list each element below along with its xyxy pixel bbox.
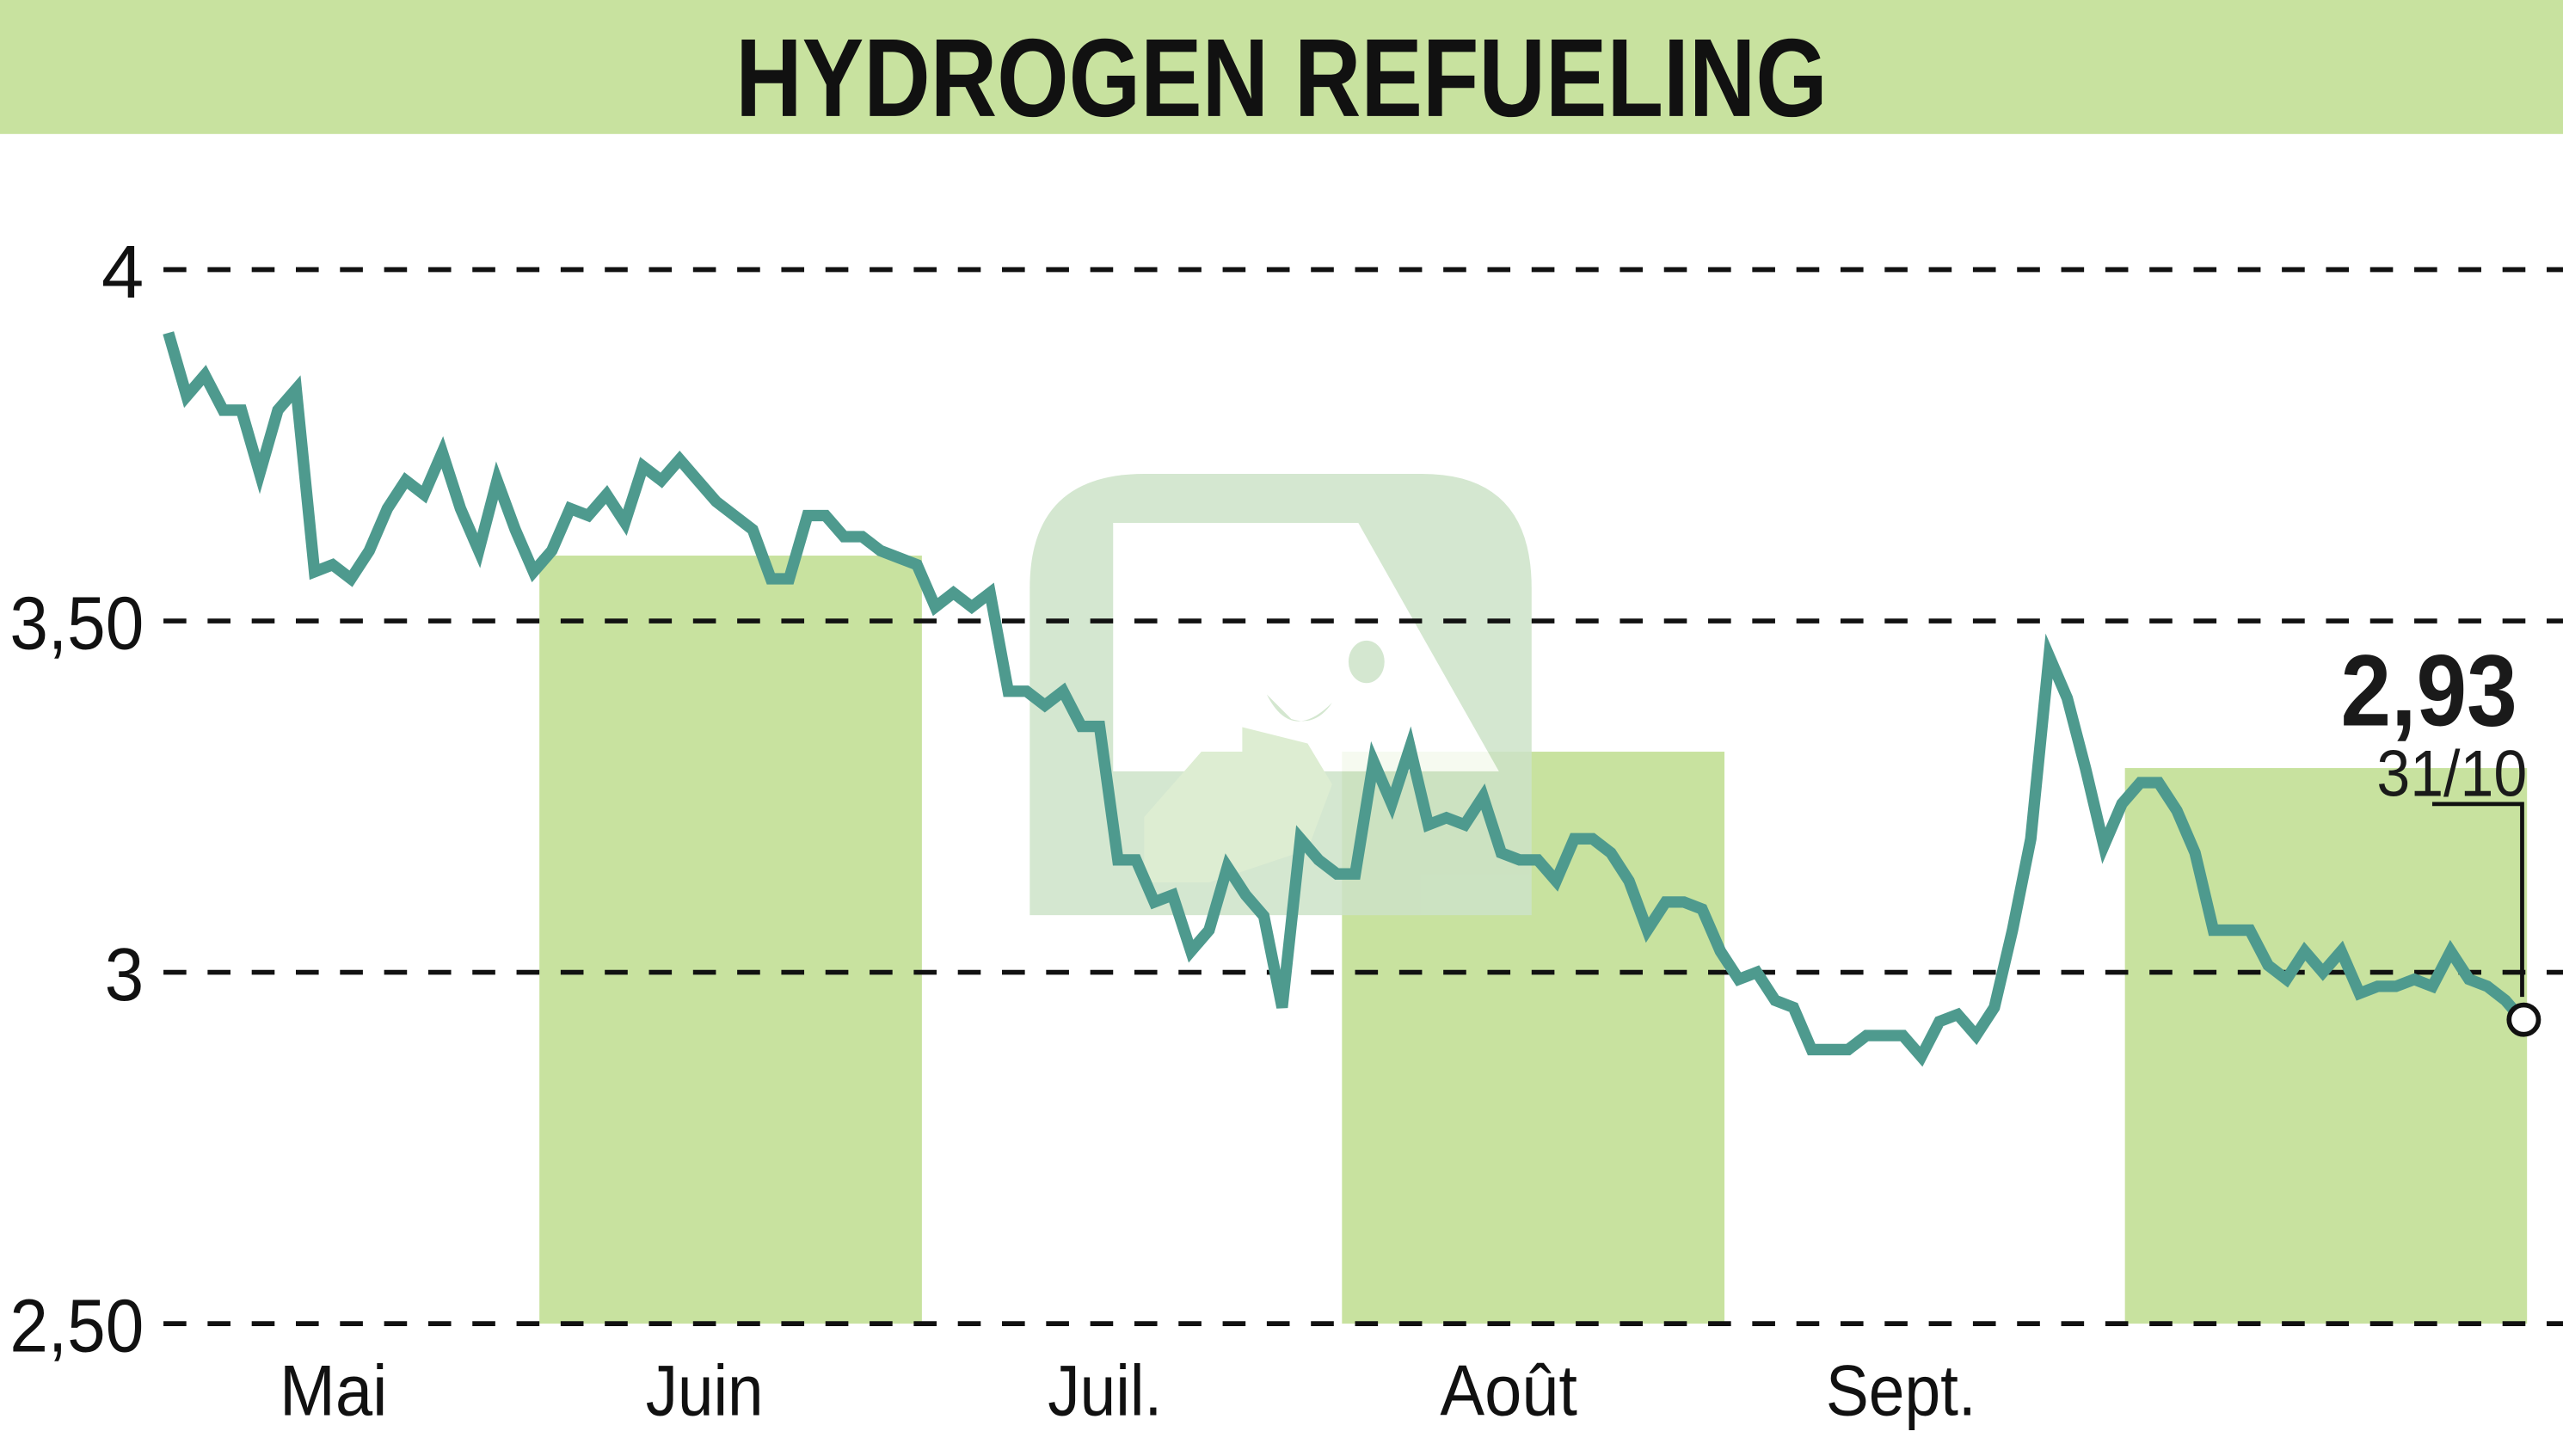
- price-line: [163, 331, 2529, 1067]
- x-tick-label-juil: Juil.: [1048, 1350, 1162, 1431]
- y-tick-label: 4: [101, 230, 144, 314]
- band-juin: [539, 556, 922, 1324]
- last-date: 31/10: [2376, 737, 2527, 810]
- y-tick-label: 3: [105, 932, 144, 1017]
- gridlines: [163, 267, 2563, 1326]
- band-oct: [2124, 768, 2528, 1324]
- x-tick-label-sept: Sept.: [1826, 1350, 1976, 1431]
- x-tick-label-aout: Août: [1440, 1350, 1577, 1431]
- month-bands: [539, 556, 2528, 1324]
- y-tick-label: 2,50: [9, 1283, 144, 1367]
- header-band: [0, 0, 2563, 134]
- last-value: 2,93: [2341, 634, 2517, 747]
- last-point-marker: [2506, 1002, 2541, 1037]
- callout-leader: [2431, 802, 2524, 998]
- chart-title: HYDROGEN REFUELING: [735, 16, 1828, 140]
- x-tick-label-mai: Mai: [280, 1350, 387, 1431]
- watermark-logo-icon: [1030, 474, 1532, 916]
- y-tick-label: 3,50: [9, 581, 144, 665]
- x-tick-label-juin: Juin: [646, 1350, 764, 1431]
